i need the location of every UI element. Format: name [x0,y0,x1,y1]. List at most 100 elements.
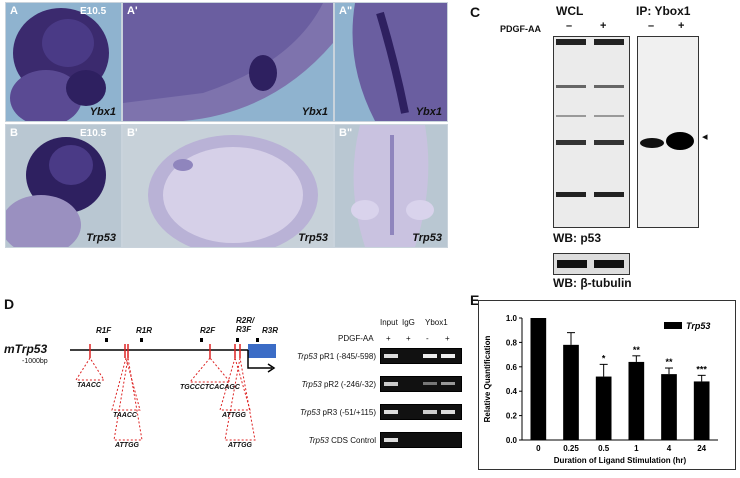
treatment-label: PDGF-AA [500,24,541,34]
site-attgg-3: ATTGG [228,442,252,449]
primer-r1f: R1F [96,326,112,335]
ip-header: IP: Ybox1 [636,4,691,18]
stage-label-a: E10.5 [80,6,107,17]
wcl-header: WCL [556,4,584,18]
gel-row-label-1: Trp53 pR1 (-845/-598) [296,352,376,361]
gel-pdgf-sign-4: + [445,334,450,343]
gene-label-a-double-prime: Ybx1 [415,106,442,118]
site-tgccctcacagc: TGCCCTCACAGC [180,384,240,391]
embryo-panel-b-prime: B' Trp53 [122,124,334,248]
site-taacc-1: TAACC [77,382,101,389]
embryo-image-b-prime [148,135,318,247]
significance-marker: ** [665,357,673,367]
panel-letter-e: E [470,292,480,308]
x-tick-label: 0.25 [563,444,579,453]
panel-letter-a: A [10,5,18,17]
wb-p53-label: WB: p53 [553,231,601,245]
primer-r2f: R2F [200,326,216,335]
primer-r3r: R3R [262,326,279,335]
bar [628,361,645,440]
y-tick-label: 0.4 [506,387,518,396]
gel-pdgf-sign-3: - [426,334,429,343]
primer-r1r: R1R [136,326,153,335]
gel-header-ybox: Ybox1 [425,318,448,327]
embryo-panel-b-double-prime: B" Trp53 [334,124,448,248]
chart-frame [478,300,736,470]
legend-label: Trp53 [686,321,710,331]
site-taacc-2: TAACC [113,412,137,419]
gel-pdgf-sign-1: + [386,334,391,343]
x-tick-label: 0 [536,444,541,453]
tubulin-bands [557,260,624,268]
gel-row-label-2: Trp53 pR2 (-246/-32) [301,380,376,389]
bar [530,318,547,440]
tubulin-blot [553,253,630,275]
lane-sign-2: + [600,20,607,32]
gel-row-label-4: Trp53 CDS Control [308,436,376,445]
embryo-image-a [10,8,109,121]
embryo-panel-a-prime: A' Ybx1 [122,2,334,122]
embryo-image-a-double-prime [352,3,447,121]
gel-row-1 [380,348,462,364]
bar [661,374,677,440]
bar-chart: 0.0 0.2 0.4 0.6 0.8 1.0 Relative Quantificatio… [483,314,718,465]
significance-marker: *** [696,364,707,374]
panel-letter-c: C [470,4,481,20]
embryo-image-b [6,137,106,247]
gel-row-4 [380,432,462,448]
y-tick-label: 0.2 [506,412,518,421]
embryo-panel-a: A E10.5 Ybx1 [5,2,122,122]
lane-sign-1: – [566,20,573,32]
panel-letter-a-prime: A' [127,5,138,17]
y-tick-label: 0.6 [506,363,518,372]
panel-letter-b-prime: B' [127,127,138,139]
gene-label-a-prime: Ybx1 [301,106,328,118]
ip-blot [637,36,699,228]
y-tick-label: 1.0 [506,314,518,323]
stage-label-b: E10.5 [80,128,107,139]
wcl-blot [553,36,630,228]
gel-row-2 [380,376,462,392]
gel-pdgf-sign-2: + [406,334,411,343]
embryo-image-a-prime [123,3,333,121]
gel-header-input: Input [380,318,398,327]
gene-name: mTrp53 [4,342,48,356]
y-axis-label: Relative Quantification [483,336,492,423]
panel-letter-d: D [4,296,15,312]
gene-label-b-double-prime: Trp53 [412,232,442,244]
band-arrow: ◂ [702,131,708,143]
promoter-diagram [70,338,276,441]
embryo-panel-b: B E10.5 Trp53 [5,124,122,248]
gel-pdgf-label: PDGF-AA [338,334,374,343]
ip-bands [640,132,694,150]
x-tick-label: 1 [634,444,639,453]
wcl-bands [556,39,624,197]
bar [595,376,612,440]
legend-swatch [664,322,682,329]
significance-marker: ** [633,345,641,355]
lane-sign-3: – [648,20,655,32]
gene-label-b-prime: Trp53 [298,232,328,244]
lane-sign-4: + [678,20,685,32]
significance-marker: * [602,353,606,363]
panel-letter-a-double-prime: A" [339,5,353,17]
embryo-image-b-double-prime [351,125,434,247]
gene-label-a: Ybx1 [89,106,116,118]
offset-label: -1000bp [22,358,48,365]
primer-r2r-r3f: R2R/ R3F [236,316,255,334]
gel-header-igg: IgG [402,318,415,327]
site-attgg-2: ATTGG [222,412,246,419]
embryo-panel-a-double-prime: A" Ybx1 [334,2,448,122]
panel-letter-b-double-prime: B" [339,127,353,139]
x-tick-label: 0.5 [598,444,610,453]
bar [563,344,579,440]
bar [693,381,710,440]
panel-letter-b: B [10,127,18,139]
gel-row-label-3: Trp53 pR3 (-51/+115) [300,408,376,417]
site-attgg-1: ATTGG [115,442,139,449]
x-tick-label: 4 [667,444,672,453]
gel-row-3 [380,404,462,420]
x-tick-label: 24 [697,444,706,453]
y-tick-label: 0.8 [506,338,518,347]
wb-tubulin-label: WB: β-tubulin [553,276,632,290]
